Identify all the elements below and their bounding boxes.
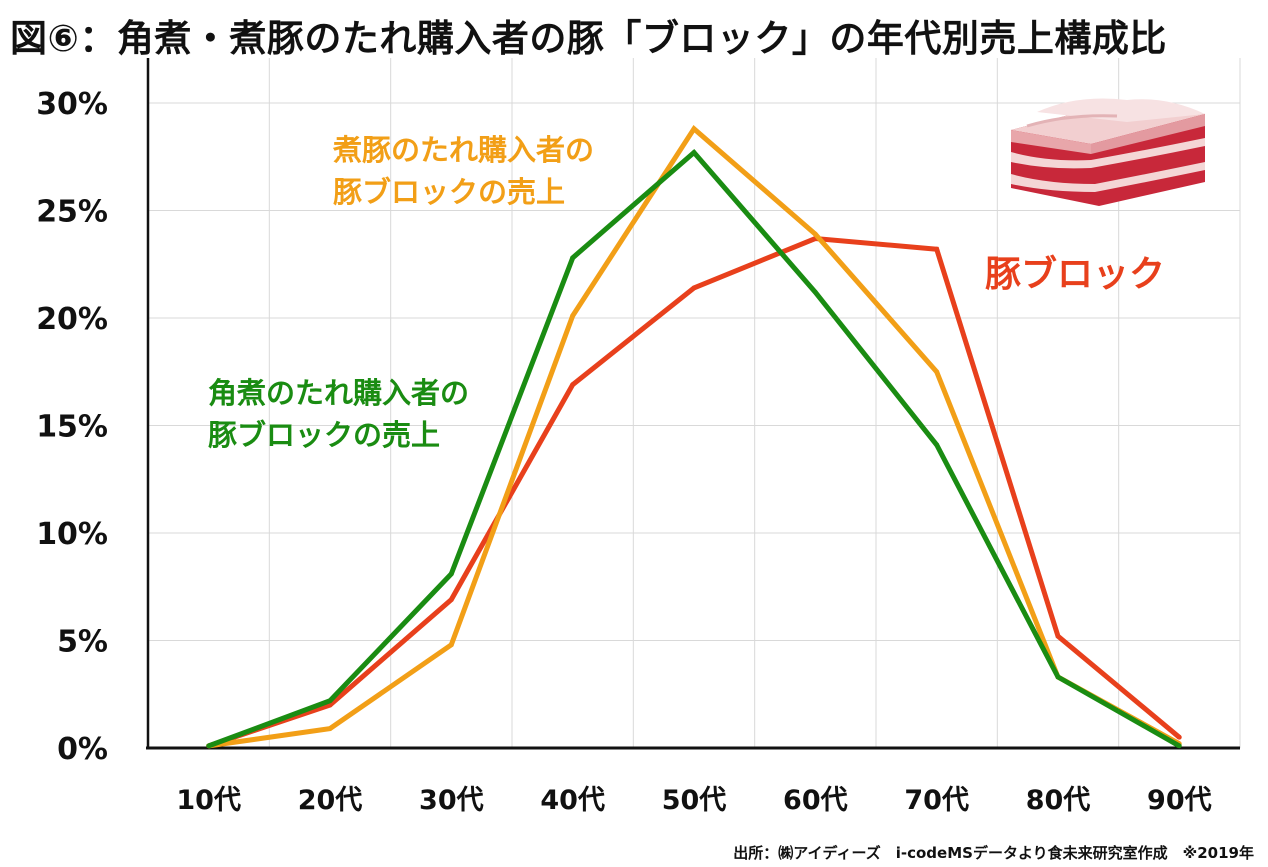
y-tick-label: 15% [36, 410, 108, 445]
series-annotation: 角煮のたれ購入者の [208, 376, 469, 410]
data-point [691, 150, 697, 155]
data-point [448, 571, 454, 577]
x-tick-label: 80代 [1026, 785, 1091, 816]
data-point [206, 743, 212, 749]
y-tick-label: 25% [36, 195, 108, 230]
data-point [570, 313, 576, 319]
data-point [1176, 734, 1182, 740]
series-annotation: 豚ブロック [985, 253, 1165, 295]
data-point [327, 726, 333, 732]
pork-block-illustration-icon [1011, 98, 1205, 206]
data-point [691, 126, 697, 132]
x-tick-label: 90代 [1147, 785, 1212, 816]
x-tick-label: 50代 [662, 785, 727, 816]
x-tick-label: 10代 [176, 785, 241, 816]
data-point [570, 382, 576, 388]
y-tick-label: 0% [57, 732, 108, 767]
data-point [812, 289, 818, 295]
data-point [691, 285, 697, 291]
data-point [934, 369, 940, 375]
source-note: 出所：㈱アイディーズ i-codeMSデータより食未来研究室作成 ※2019年 [733, 844, 1254, 862]
y-tick-label: 20% [36, 302, 108, 337]
data-point [570, 255, 576, 261]
y-tick-label: 5% [57, 625, 108, 660]
data-point [327, 698, 333, 704]
data-point [1055, 633, 1061, 639]
x-tick-label: 40代 [540, 785, 605, 816]
x-tick-label: 60代 [783, 785, 848, 816]
series-annotation: 豚ブロックの売上 [208, 418, 440, 452]
data-point [934, 442, 940, 448]
x-tick-label: 30代 [419, 785, 484, 816]
series-line [207, 235, 1181, 749]
y-tick-label: 30% [36, 87, 108, 122]
data-point [812, 231, 818, 237]
data-point [1055, 674, 1061, 680]
data-point [448, 597, 454, 603]
data-point [1176, 743, 1182, 749]
series-annotation: 煮豚のたれ購入者の [332, 133, 594, 167]
data-point [448, 642, 454, 648]
y-tick-label: 10% [36, 517, 108, 552]
data-point [934, 246, 940, 252]
x-tick-label: 70代 [904, 785, 969, 816]
chart-title: 図⑥：角煮・煮豚のたれ購入者の豚「ブロック」の年代別売上構成比 [10, 17, 1167, 60]
x-tick-label: 20代 [298, 785, 363, 816]
series-annotation: 豚ブロックの売上 [333, 175, 565, 209]
